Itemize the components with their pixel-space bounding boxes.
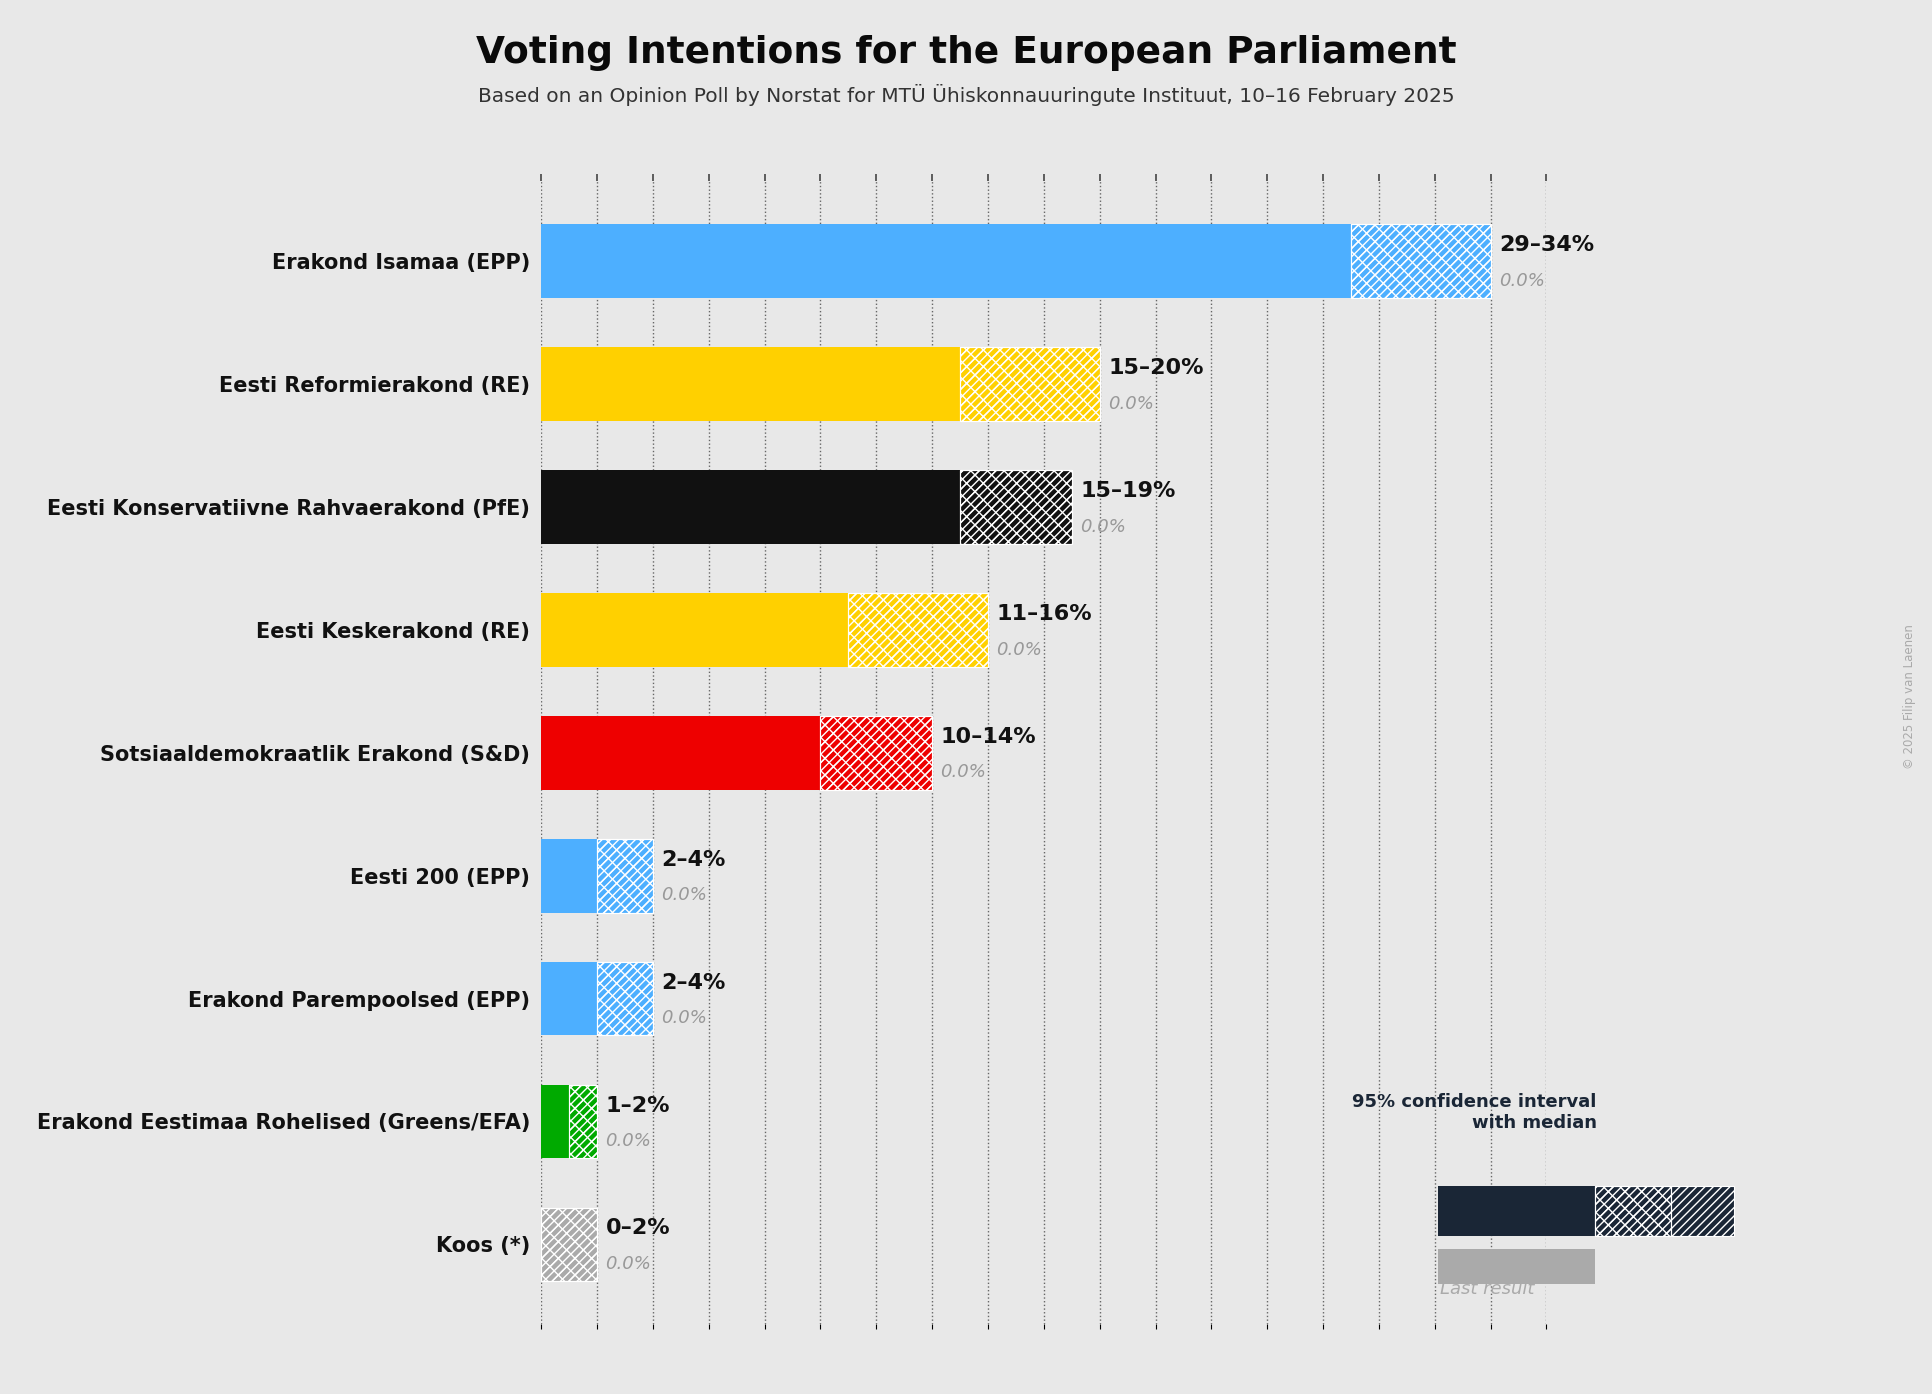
Bar [1671,1185,1733,1236]
Bar [1437,1185,1594,1236]
Bar [568,1085,597,1158]
Bar [597,839,653,913]
Text: 95% confidence interval
with median: 95% confidence interval with median [1352,1093,1596,1132]
Bar [819,717,931,789]
Bar [568,1085,597,1158]
Bar [597,962,653,1036]
Text: 29–34%: 29–34% [1497,236,1594,255]
Text: Voting Intentions for the European Parliament: Voting Intentions for the European Parli… [475,35,1457,71]
Text: 2–4%: 2–4% [661,973,724,993]
Text: 0.0%: 0.0% [941,764,985,782]
Bar [1350,224,1490,298]
Text: 15–19%: 15–19% [1080,481,1175,500]
Bar [541,1207,597,1281]
Text: 0.0%: 0.0% [995,640,1041,658]
Bar [541,717,819,789]
Text: 0.0%: 0.0% [605,1255,651,1273]
Text: 0.0%: 0.0% [661,1009,707,1027]
Bar [960,347,1099,421]
Bar [960,347,1099,421]
Text: 10–14%: 10–14% [941,726,1036,747]
Bar [541,592,848,666]
Text: 11–16%: 11–16% [995,604,1092,625]
Text: 0.0%: 0.0% [1497,272,1544,290]
Bar [541,347,960,421]
Text: 2–4%: 2–4% [661,850,724,870]
Bar [1350,224,1490,298]
Bar [1437,1249,1594,1284]
Text: 0.0%: 0.0% [661,887,707,905]
Bar [541,839,597,913]
Bar [960,470,1070,544]
Text: 15–20%: 15–20% [1107,358,1204,378]
Bar [848,592,987,666]
Bar [1594,1185,1671,1236]
Text: 0.0%: 0.0% [1080,517,1126,535]
Bar [541,470,960,544]
Bar [819,717,931,789]
Bar [541,1207,597,1281]
Bar [1594,1185,1671,1236]
Bar [597,962,653,1036]
Text: 0.0%: 0.0% [1107,395,1153,413]
Bar [848,592,987,666]
Text: 0–2%: 0–2% [605,1218,670,1238]
Bar [597,839,653,913]
Bar [960,470,1070,544]
Text: 0.0%: 0.0% [605,1132,651,1150]
Text: 1–2%: 1–2% [605,1096,670,1115]
Text: Last result: Last result [1439,1281,1534,1298]
Text: Based on an Opinion Poll by Norstat for MTÜ Ühiskonnauuringute Instituut, 10–16 : Based on an Opinion Poll by Norstat for … [477,84,1455,106]
Bar [541,224,1350,298]
Bar [541,962,597,1036]
Text: © 2025 Filip van Laenen: © 2025 Filip van Laenen [1903,625,1915,769]
Bar [541,1085,568,1158]
